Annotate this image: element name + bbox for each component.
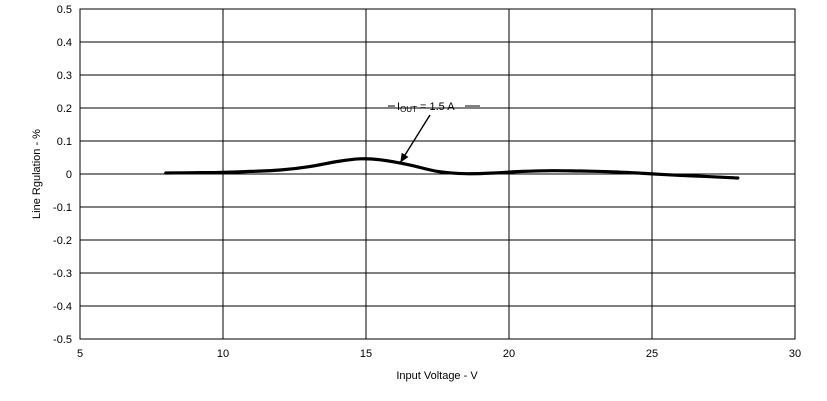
x-tick-label: 15	[360, 348, 372, 360]
y-tick-label: 0.3	[57, 70, 72, 82]
plot-area-frame	[79, 8, 796, 340]
annotation-subscript: OUT	[400, 105, 417, 114]
x-axis-title: Input Voltage - V	[396, 370, 478, 382]
annotation-arrowhead	[400, 152, 409, 163]
y-tick-label: -0.1	[53, 202, 72, 214]
annotation-arrow	[399, 114, 431, 163]
x-axis-ticks: 5 10 15 20 25 30	[77, 348, 801, 360]
x-tick-label: 30	[789, 348, 801, 360]
x-tick-label: 25	[646, 348, 658, 360]
y-tick-label: -0.5	[53, 334, 72, 346]
y-tick-label: -0.2	[53, 235, 72, 247]
y-tick-label: 0.1	[57, 136, 72, 148]
annotation-iout: IOUT = 1.5 A	[388, 101, 480, 163]
annotation-label: IOUT = 1.5 A	[397, 101, 455, 114]
y-tick-label: -0.3	[53, 268, 72, 280]
y-tick-label: 0.4	[57, 37, 72, 49]
y-tick-label: 0.5	[57, 4, 72, 16]
annotation-rest: = 1.5 A	[417, 101, 455, 113]
x-tick-label: 10	[217, 348, 229, 360]
y-tick-label: 0	[66, 169, 72, 181]
x-tick-label: 20	[503, 348, 515, 360]
series-line-iout-1-5a	[164, 157, 740, 180]
y-tick-label: -0.4	[53, 301, 72, 313]
annotation-main: I	[397, 101, 400, 113]
x-tick-label: 5	[77, 348, 83, 360]
y-tick-label: 0.2	[57, 103, 72, 115]
y-axis-ticks: 0.5 0.4 0.3 0.2 0.1 0 -0.1 -0.2 -0.3 -0.4 -0.5	[53, 4, 72, 346]
y-axis-title: Line Rgulation - %	[31, 129, 43, 219]
